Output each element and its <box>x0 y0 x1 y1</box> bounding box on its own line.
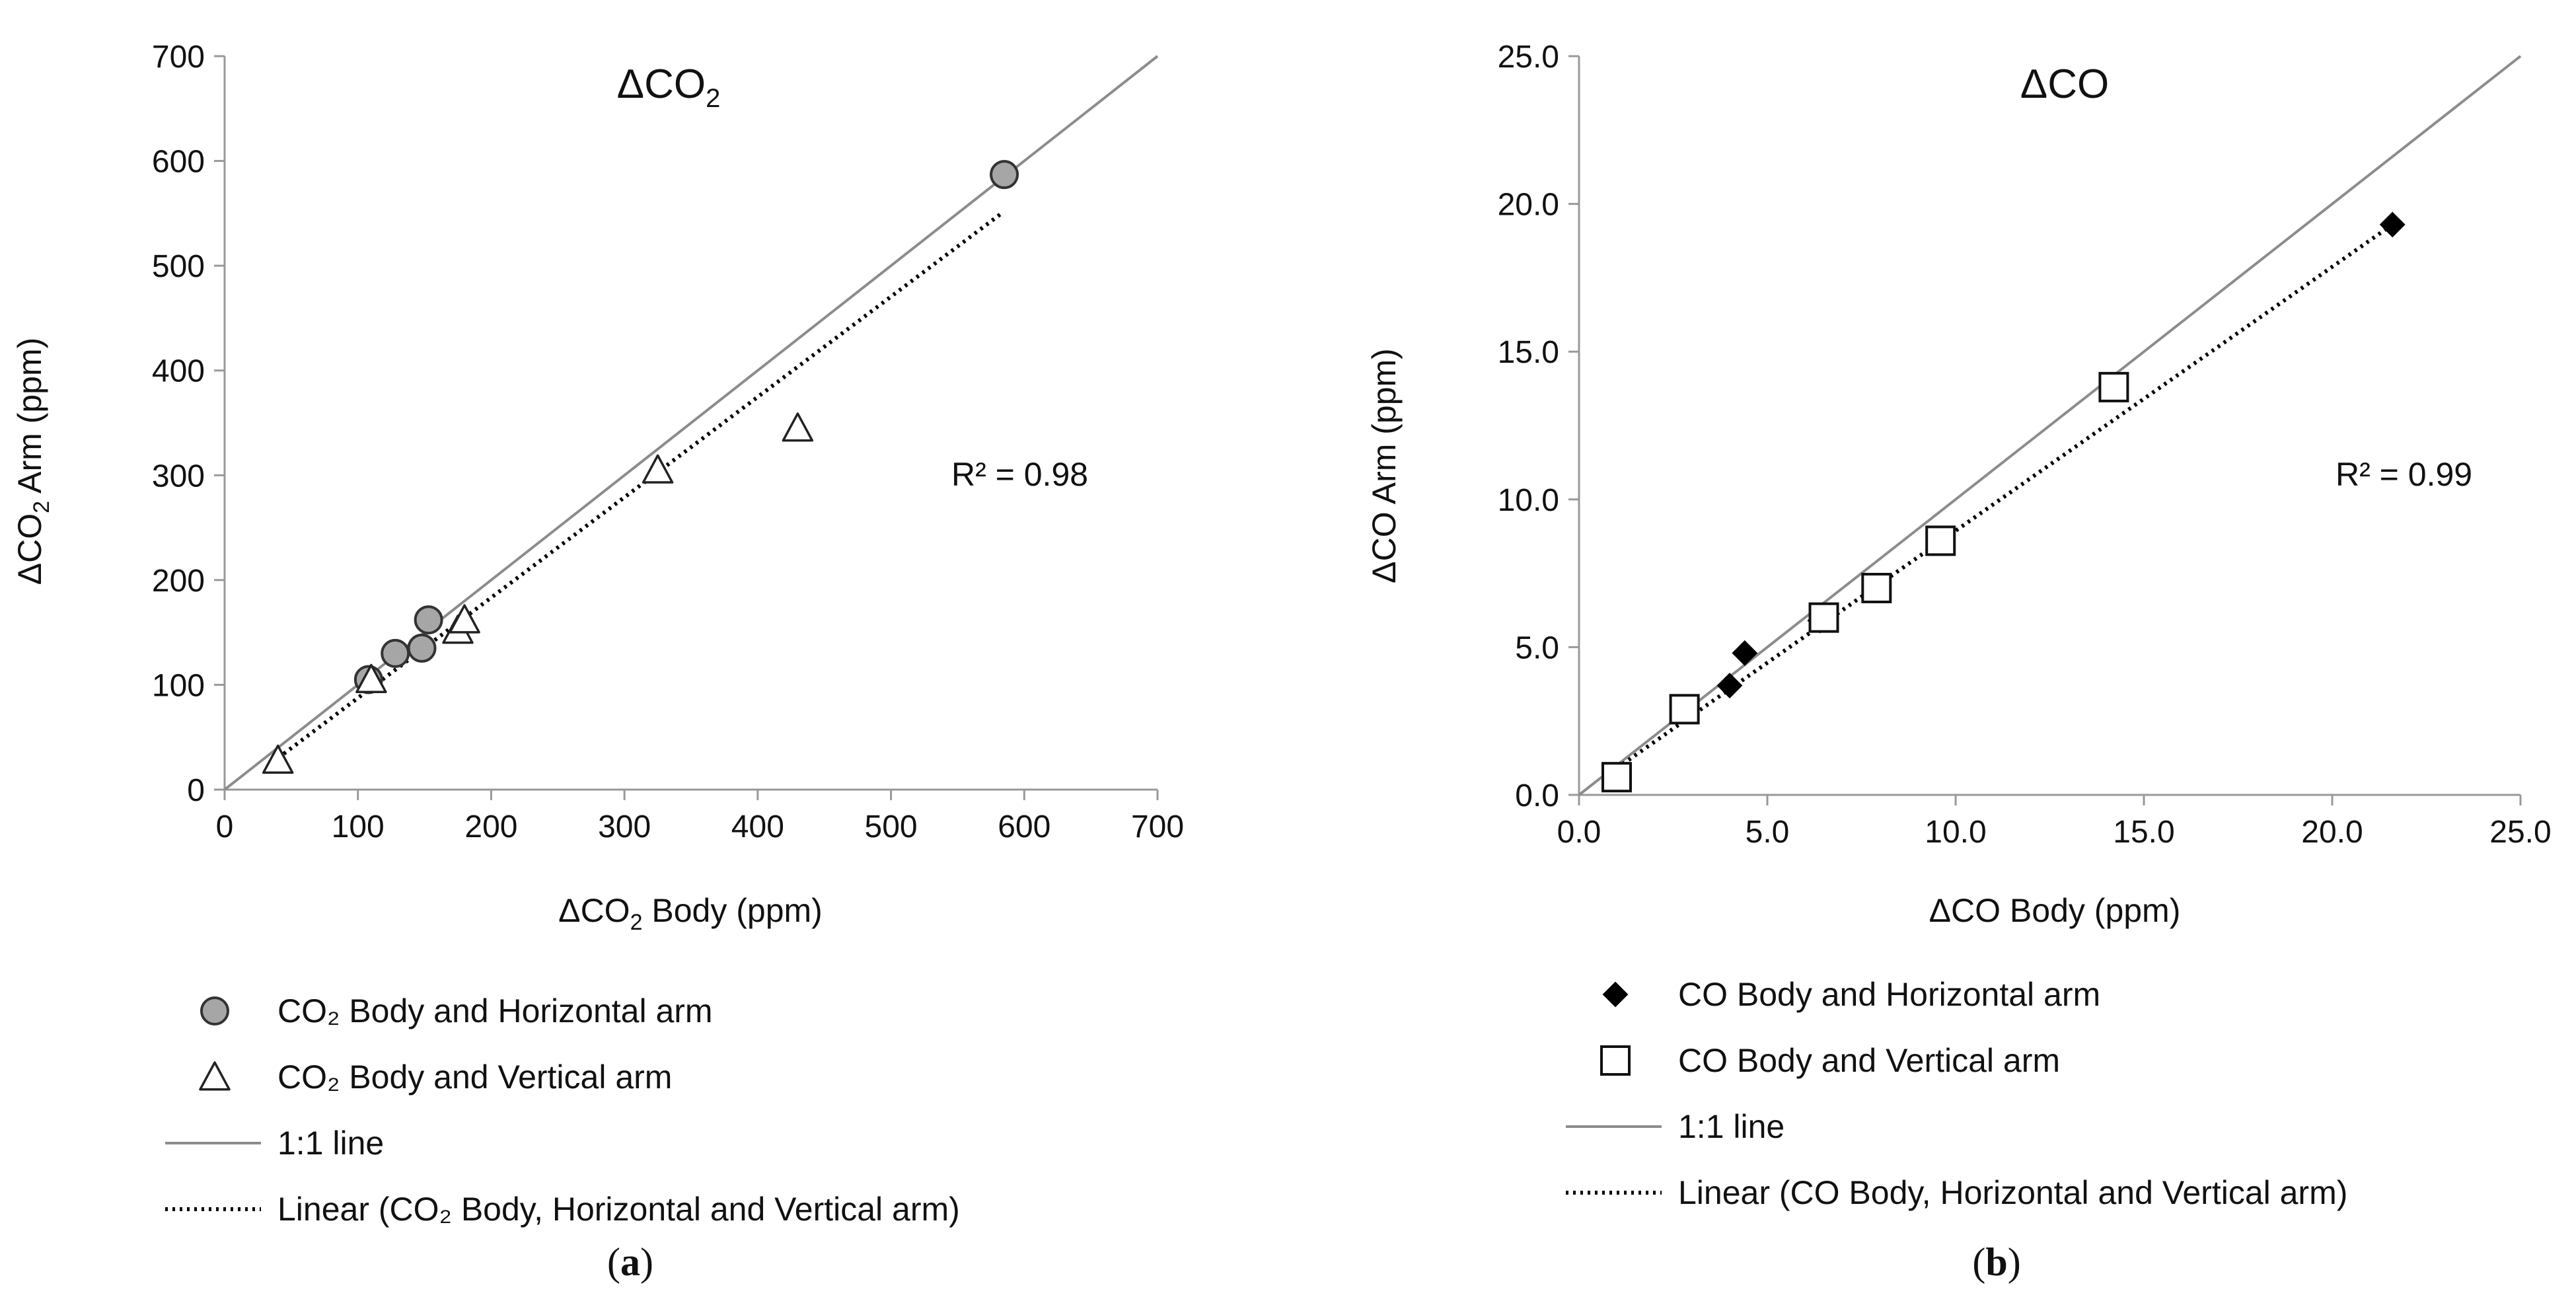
chart-title-a: ΔCO2 <box>617 61 721 113</box>
legend-label: CO₂ Body and Horizontal arm <box>277 992 713 1029</box>
y-tick-label: 400 <box>152 354 205 389</box>
data-point-diamond <box>1732 640 1758 666</box>
y-tick-label: 0 <box>187 773 205 808</box>
data-point-square <box>1861 572 1892 603</box>
legend-label: 1:1 line <box>1678 1108 1785 1145</box>
legend-label: CO Body and Vertical arm <box>1678 1042 2060 1079</box>
data-points-a <box>262 160 1019 774</box>
data-point-triangle <box>642 454 674 484</box>
legend-label: 1:1 line <box>277 1125 384 1162</box>
legend-b: CO Body and Horizontal arm CO Body and Ve… <box>1566 976 2347 1211</box>
y-tick-label: 20.0 <box>1498 188 1559 223</box>
data-point-square <box>1601 762 1632 793</box>
data-point-diamond <box>2379 211 2406 238</box>
y-tick-label: 15.0 <box>1498 335 1559 370</box>
y-axis-label-a: ΔCO2 Arm (ppm) <box>11 338 54 585</box>
x-axis-label-b: ΔCO Body (ppm) <box>1929 892 2181 929</box>
x-tick-label: 400 <box>731 809 784 844</box>
data-point-triangle <box>449 604 480 634</box>
x-tick-label: 300 <box>598 809 651 844</box>
data-point-diamond <box>1716 673 1743 698</box>
linear-fit-line <box>1615 223 2394 770</box>
x-tick-label: 600 <box>998 809 1050 844</box>
y-axis-label-b: ΔCO Arm (ppm) <box>1366 348 1403 583</box>
y-tick-label: 500 <box>152 249 205 284</box>
legend-marker-square <box>1600 1045 1631 1076</box>
legend-marker-circle <box>200 996 229 1025</box>
data-points-b <box>1601 211 2406 793</box>
y-tick-label: 100 <box>152 668 205 703</box>
y-tick-label: 10.0 <box>1498 483 1559 518</box>
x-tick-label: 15.0 <box>2113 815 2174 850</box>
data-point-circle <box>407 633 437 663</box>
axes-b <box>1568 55 2522 805</box>
y-tick-label: 5.0 <box>1515 630 1559 665</box>
linear-fit-line <box>276 211 1003 760</box>
legend-label: CO₂ Body and Vertical arm <box>277 1059 672 1096</box>
x-tick-label: 20.0 <box>2301 815 2363 850</box>
y-tick-label: 700 <box>152 40 205 75</box>
x-axis-label-a: ΔCO2 Body (ppm) <box>558 892 823 935</box>
fit-lines-b <box>1578 55 2522 796</box>
data-point-circle <box>990 160 1019 190</box>
legend-label: Linear (CO Body, Horizontal and Vertical… <box>1678 1174 2347 1211</box>
data-point-square <box>2098 371 2129 402</box>
panel-label-a: (a) <box>607 1240 653 1284</box>
data-point-triangle <box>262 744 294 774</box>
y-tick-label: 200 <box>152 564 205 599</box>
data-point-square <box>1925 525 1956 556</box>
data-point-square <box>1669 694 1700 725</box>
chart-panel-a: 0 100 200 300 400 500 600 700 0 100 200 300 400 500 60… <box>11 40 1184 1284</box>
tick-labels-b: 0.0 5.0 10.0 15.0 20.0 25.0 0.0 5.0 10.0 15.0 20.0… <box>1498 40 2552 850</box>
data-point-circle <box>414 605 443 635</box>
y-tick-label: 600 <box>152 145 205 180</box>
x-tick-label: 0.0 <box>1557 815 1601 850</box>
chart-title-b: ΔCO <box>2020 61 2109 107</box>
data-point-circle <box>381 638 410 668</box>
y-tick-label: 300 <box>152 459 205 494</box>
x-tick-label: 10.0 <box>1925 815 1986 850</box>
tick-labels-a: 0 100 200 300 400 500 600 700 0 100 200 300 400 500 60… <box>152 40 1184 844</box>
legend-marker-diamond <box>1602 981 1629 1008</box>
data-point-square <box>1808 602 1839 633</box>
x-tick-label: 700 <box>1131 809 1184 844</box>
x-tick-label: 0 <box>216 809 234 844</box>
x-tick-label: 100 <box>332 809 385 844</box>
legend-marker-triangle <box>199 1061 231 1091</box>
chart-panel-b: 0.0 5.0 10.0 15.0 20.0 25.0 0.0 5.0 10.0 15.0 20.0… <box>1366 40 2552 1284</box>
y-tick-label: 0.0 <box>1515 778 1559 813</box>
y-tick-label: 25.0 <box>1498 40 1559 75</box>
legend-label: CO Body and Horizontal arm <box>1678 976 2100 1013</box>
one-to-one-line <box>1578 55 2522 796</box>
x-tick-label: 500 <box>865 809 918 844</box>
data-point-triangle <box>782 412 814 442</box>
r-squared-annotation-b: R² = 0.99 <box>2336 456 2472 493</box>
legend-label: Linear (CO₂ Body, Horizontal and Vertica… <box>277 1191 960 1228</box>
x-tick-label: 25.0 <box>2489 815 2551 850</box>
legend-a: CO₂ Body and Horizontal arm CO₂ Body and … <box>165 992 960 1228</box>
panel-label-b: (b) <box>1972 1240 2020 1284</box>
data-point-triangle <box>355 663 387 693</box>
x-tick-label: 200 <box>464 809 517 844</box>
axes-a <box>214 55 1159 800</box>
r-squared-annotation-a: R² = 0.98 <box>951 456 1088 493</box>
x-tick-label: 5.0 <box>1746 815 1790 850</box>
